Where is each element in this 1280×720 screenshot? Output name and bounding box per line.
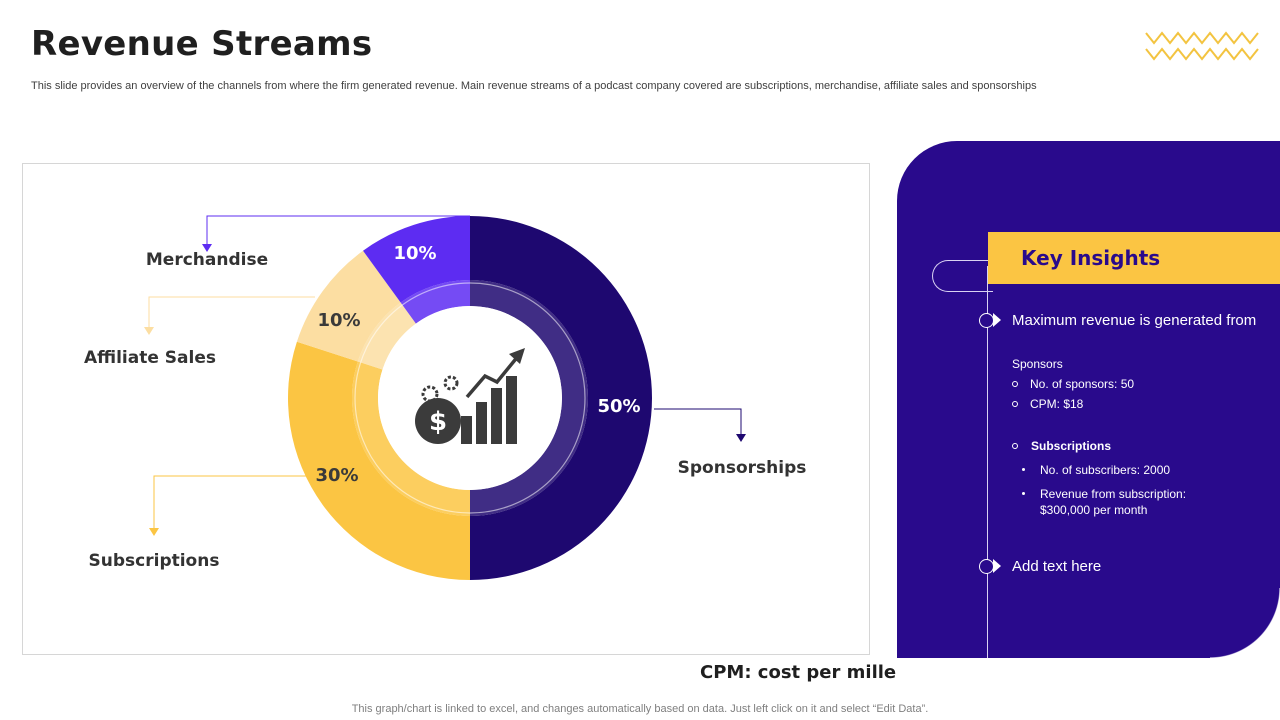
ring-bullet-icon — [1012, 443, 1018, 449]
slice-affiliate-sales[interactable] — [296, 250, 401, 362]
slice-sponsorships-inner — [470, 280, 588, 516]
zigzag-decoration-icon — [1145, 31, 1259, 61]
key-insights-title: Key Insights — [1021, 246, 1161, 270]
timeline-node-icon — [979, 313, 994, 328]
subscriptions-heading: Subscriptions — [1031, 439, 1112, 453]
key-insights-header: Key Insights — [988, 232, 1280, 284]
slice-merchandise[interactable] — [363, 216, 470, 303]
cpm-note: CPM: cost per mille — [700, 662, 897, 683]
slice-affiliate-sales-inner — [357, 302, 416, 370]
title-bracket — [932, 260, 993, 292]
insight-point-2[interactable]: Add text here — [1012, 558, 1102, 575]
donut-hole — [378, 306, 562, 490]
pct-label-affiliate-sales: 10% — [317, 310, 360, 331]
subscriptions-item: $300,000 per month — [1040, 503, 1148, 517]
pct-label-subscriptions: 30% — [315, 465, 358, 486]
page-title: Revenue Streams — [31, 24, 373, 64]
donut-chart[interactable]: $ Merchandise Affiliate Sales Subscripti… — [23, 164, 871, 656]
pct-label-merchandise: 10% — [393, 243, 436, 264]
node-arrow-icon — [993, 313, 1001, 327]
pct-label-sponsorships: 50% — [597, 396, 640, 417]
timeline-node-icon — [979, 559, 994, 574]
slice-merchandise-inner — [400, 280, 470, 324]
callout-lines — [144, 215, 746, 536]
footer-note: This graph/chart is linked to excel, and… — [351, 703, 929, 715]
dot-bullet-icon — [1022, 492, 1025, 495]
sponsors-heading: Sponsors — [1012, 357, 1063, 371]
timeline-line — [987, 266, 988, 658]
ring-bullet-icon — [1012, 381, 1018, 387]
chart-container: $ Merchandise Affiliate Sales Subscripti… — [22, 163, 870, 655]
category-label-merchandise: Merchandise — [146, 250, 268, 270]
ring-bullet-icon — [1012, 401, 1018, 407]
donut-inner-ring — [354, 282, 586, 514]
slice-subscriptions-inner — [351, 361, 470, 516]
slice-sponsorships[interactable] — [470, 216, 652, 580]
key-insights-panel: Key Insights Maximum revenue is generate… — [897, 141, 1280, 658]
page-subtitle: This slide provides an overview of the c… — [31, 80, 1037, 92]
category-label-subscriptions: Subscriptions — [89, 551, 220, 571]
node-arrow-icon — [993, 559, 1001, 573]
svg-text:$: $ — [429, 407, 447, 437]
category-label-sponsorships: Sponsorships — [678, 458, 807, 478]
insight-point-1: Maximum revenue is generated from — [1012, 312, 1257, 329]
subscriptions-item: Revenue from subscription: — [1040, 487, 1187, 501]
slice-subscriptions[interactable] — [288, 341, 470, 580]
revenue-growth-icon: $ — [415, 348, 525, 444]
dot-bullet-icon — [1022, 468, 1025, 471]
sponsors-item: CPM: $18 — [1030, 397, 1084, 411]
sponsors-item: No. of sponsors: 50 — [1030, 377, 1135, 391]
subscriptions-item: No. of subscribers: 2000 — [1040, 463, 1171, 477]
category-label-affiliate-sales: Affiliate Sales — [84, 348, 216, 368]
